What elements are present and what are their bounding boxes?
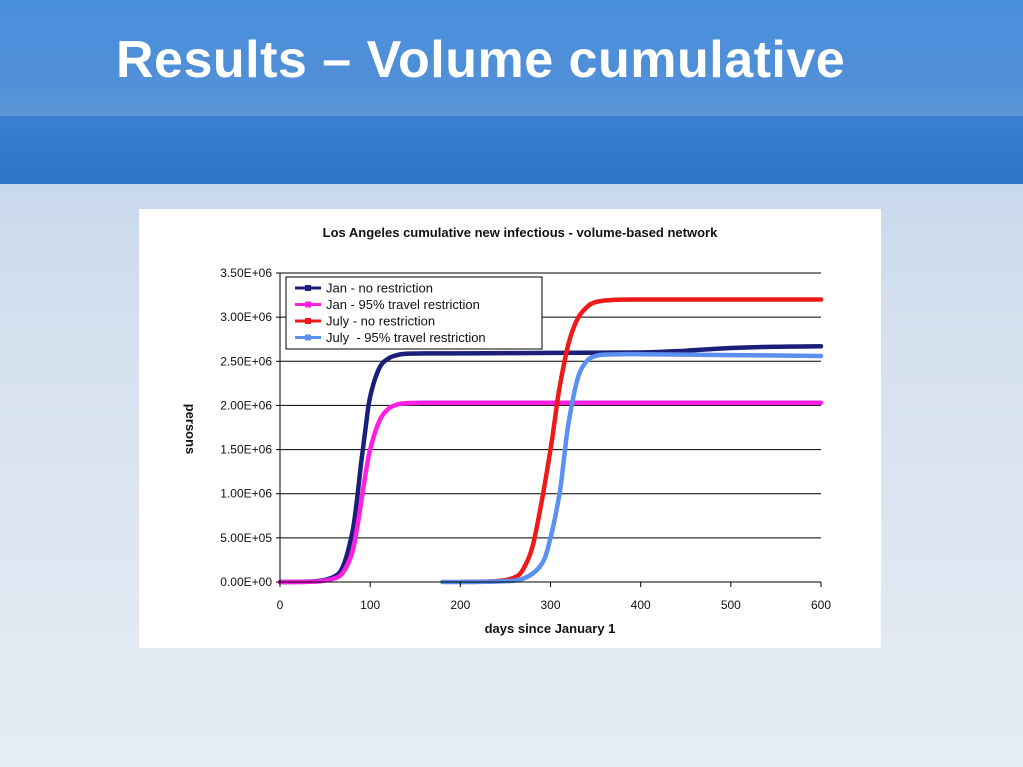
- x-tick-label: 600: [811, 598, 831, 612]
- y-tick-label: 3.50E+06: [220, 266, 272, 280]
- legend-box: [285, 276, 543, 350]
- y-tick-label: 2.00E+06: [220, 398, 272, 412]
- y-axis-label: persons: [183, 404, 198, 455]
- series-line-july-no-restriction: [458, 297, 824, 585]
- y-tick-label: 2.50E+06: [220, 354, 272, 368]
- legend-marker: [305, 301, 311, 308]
- x-tick-label: 200: [450, 598, 470, 612]
- legend-marker: [305, 285, 311, 291]
- slide-title: Results – Volume cumulative: [116, 31, 846, 89]
- legend-marker: [305, 318, 311, 324]
- legend-label: July - no restriction: [326, 314, 435, 329]
- title-band-strip: [0, 116, 1023, 184]
- legend-marker: [305, 334, 311, 341]
- y-tick-label: 0.00E+00: [220, 575, 272, 589]
- y-tick-label: 3.00E+06: [220, 310, 272, 324]
- chart-svg: Los Angeles cumulative new infectious - …: [183, 225, 831, 636]
- chart-panel: Los Angeles cumulative new infectious - …: [139, 209, 881, 648]
- title-band: [0, 0, 1023, 116]
- x-tick-label: 400: [631, 598, 651, 612]
- x-tick-label: 0: [277, 598, 284, 612]
- x-tick-label: 300: [540, 598, 560, 612]
- legend-label: Jan - no restriction: [326, 281, 433, 296]
- series-layer: [277, 297, 824, 585]
- series-line-jan-travel-restriction: [277, 400, 824, 585]
- x-tick-label: 100: [360, 598, 380, 612]
- series-line-jan-no-restriction: [277, 344, 824, 585]
- y-tick-label: 1.50E+06: [220, 443, 272, 457]
- series-line-july-travel-restriction: [440, 351, 824, 585]
- y-tick-label: 5.00E+05: [220, 531, 272, 545]
- axes-layer: 0.00E+00 5.00E+05 1.00E+06 1.50E+06 2.00E+06…: [220, 266, 831, 612]
- legend-label: July - 95% travel restriction: [326, 330, 486, 345]
- chart-title: Los Angeles cumulative new infectious - …: [323, 225, 718, 240]
- legend-label: Jan - 95% travel restriction: [326, 297, 480, 312]
- x-axis-label: days since January 1: [485, 621, 616, 636]
- x-tick-label: 500: [721, 598, 741, 612]
- y-tick-label: 1.00E+06: [220, 487, 272, 501]
